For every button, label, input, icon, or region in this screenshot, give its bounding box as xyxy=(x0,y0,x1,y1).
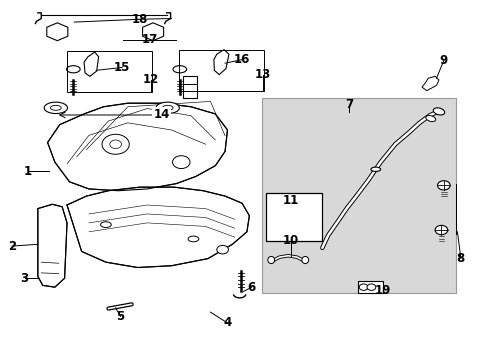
Text: 8: 8 xyxy=(456,252,464,265)
Ellipse shape xyxy=(188,236,199,242)
Text: 1: 1 xyxy=(24,165,32,177)
Text: 4: 4 xyxy=(223,316,231,329)
Bar xyxy=(357,281,382,293)
Circle shape xyxy=(437,181,449,190)
Text: 13: 13 xyxy=(254,68,270,81)
Polygon shape xyxy=(142,23,163,41)
Ellipse shape xyxy=(425,116,435,122)
Ellipse shape xyxy=(101,222,111,228)
Ellipse shape xyxy=(66,66,80,73)
Ellipse shape xyxy=(432,108,444,115)
Polygon shape xyxy=(47,103,227,191)
Text: 19: 19 xyxy=(374,284,390,297)
Polygon shape xyxy=(213,50,228,75)
Ellipse shape xyxy=(173,66,186,73)
Bar xyxy=(67,51,152,93)
Text: 7: 7 xyxy=(344,99,352,112)
Bar xyxy=(261,98,455,293)
Text: 15: 15 xyxy=(114,61,130,74)
Ellipse shape xyxy=(156,102,179,113)
Ellipse shape xyxy=(301,256,308,264)
Circle shape xyxy=(102,134,129,154)
Text: 18: 18 xyxy=(131,13,148,26)
Polygon shape xyxy=(67,187,249,267)
Bar xyxy=(179,50,264,91)
Ellipse shape xyxy=(370,167,380,171)
Text: 17: 17 xyxy=(141,33,158,46)
Text: 2: 2 xyxy=(8,240,16,253)
Text: 14: 14 xyxy=(153,108,170,121)
Bar xyxy=(183,76,197,98)
Text: 9: 9 xyxy=(439,54,447,67)
Text: 3: 3 xyxy=(20,272,29,285)
Circle shape xyxy=(110,140,121,149)
Polygon shape xyxy=(84,52,99,76)
Ellipse shape xyxy=(162,105,173,111)
Polygon shape xyxy=(421,76,438,91)
Ellipse shape xyxy=(44,102,67,113)
Circle shape xyxy=(359,284,367,291)
Circle shape xyxy=(366,284,375,291)
Text: 10: 10 xyxy=(282,234,298,247)
Ellipse shape xyxy=(267,256,274,264)
Polygon shape xyxy=(47,23,68,41)
Text: 14: 14 xyxy=(153,108,170,121)
Text: 12: 12 xyxy=(142,73,159,86)
Circle shape xyxy=(172,156,190,168)
Text: 6: 6 xyxy=(247,281,255,294)
Polygon shape xyxy=(38,204,67,287)
Text: 11: 11 xyxy=(282,194,298,207)
Bar xyxy=(266,193,322,241)
Text: 5: 5 xyxy=(116,310,124,323)
Ellipse shape xyxy=(50,105,61,111)
Circle shape xyxy=(216,246,228,254)
Circle shape xyxy=(434,225,447,235)
Text: 16: 16 xyxy=(233,53,250,66)
